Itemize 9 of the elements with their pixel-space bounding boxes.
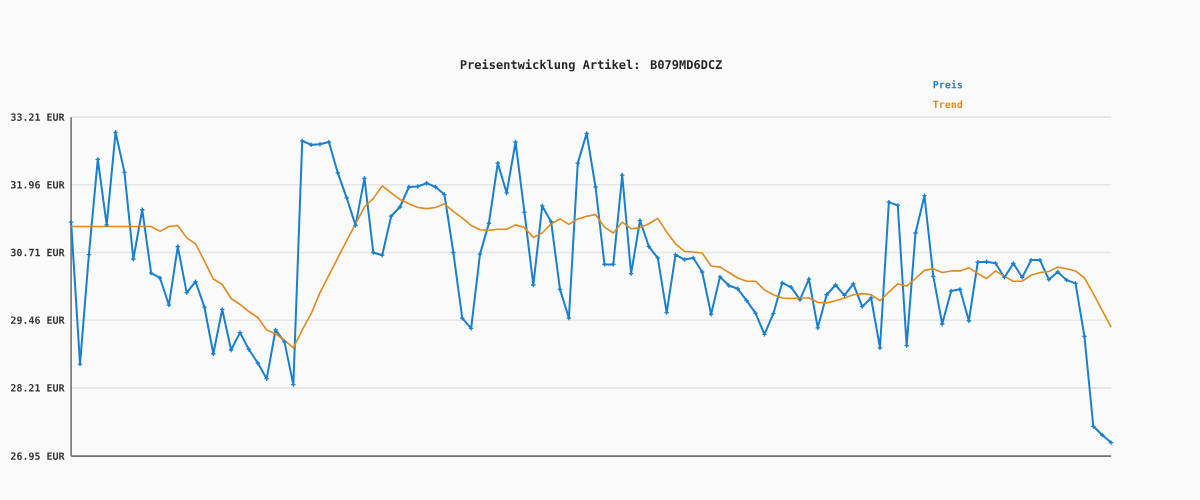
y-tick-label: 28.21 EUR: [10, 384, 65, 392]
y-tick-label: 30.71 EUR: [11, 248, 65, 257]
y-tick-label: 33.21 EUR: [11, 113, 65, 121]
y-tick-label: 29.46 EUR: [10, 316, 65, 324]
y-tick-label: 26.95 EUR: [10, 452, 65, 460]
y-tick-label: 31.96 EUR: [11, 181, 65, 189]
text: Trend: [933, 100, 963, 109]
chart-title: Preisentwicklung Artikel: B079MD6DCZ: [460, 59, 722, 72]
text: Preis: [933, 80, 963, 89]
